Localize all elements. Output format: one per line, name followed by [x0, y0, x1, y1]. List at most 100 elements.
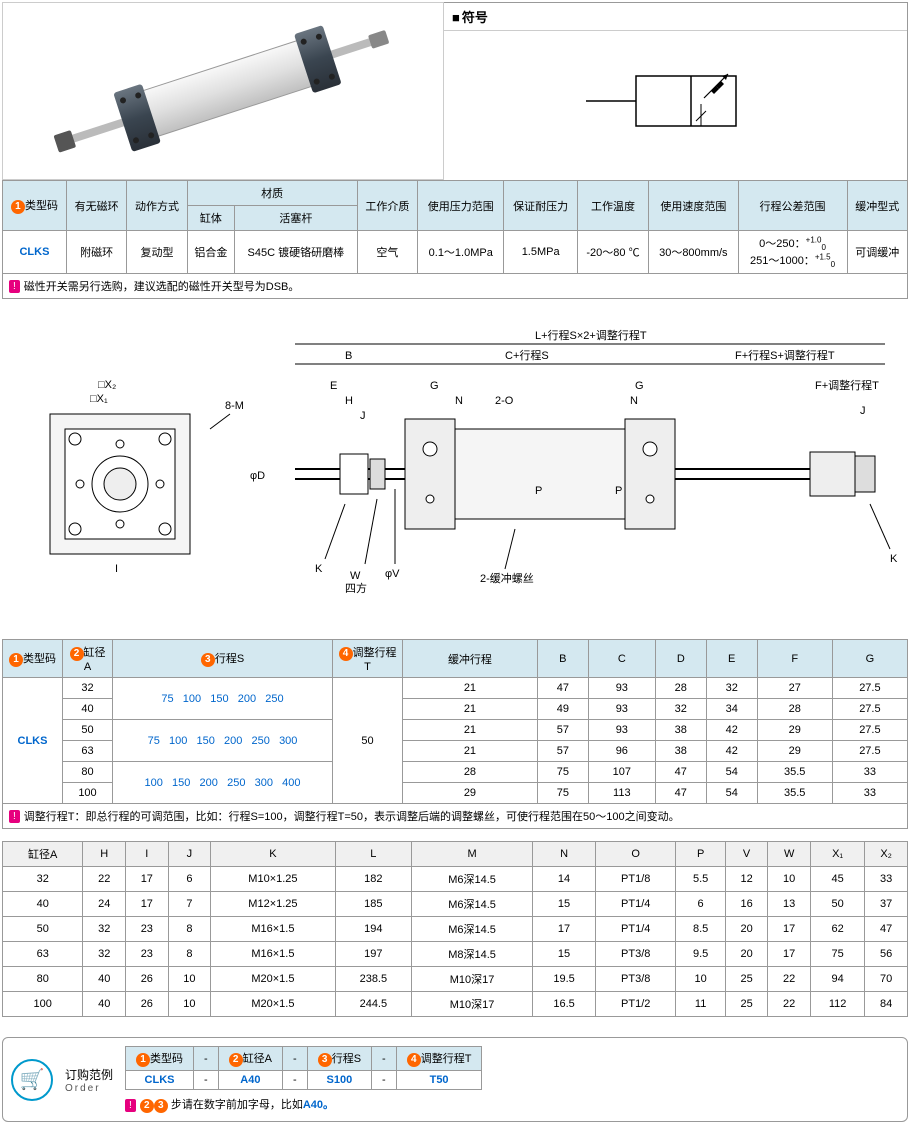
svg-text:L+行程S×2+调整行程T: L+行程S×2+调整行程T	[535, 328, 647, 342]
dt2-cell: 94	[810, 967, 864, 992]
dt2-cell: 37	[865, 892, 908, 917]
dt2-header: I	[126, 842, 169, 867]
dt2-cell: 24	[83, 892, 126, 917]
dt2-cell: 80	[3, 967, 83, 992]
dt1-stroke-cell: 100 150 200 250 300 400	[113, 762, 333, 804]
cell-pressure: 0.1～1.0MPa	[418, 231, 504, 274]
dt1-cell: 35.5	[757, 762, 832, 783]
dt2-cell: 50	[810, 892, 864, 917]
svg-text:E: E	[330, 380, 337, 392]
dt2-header: X₁	[810, 842, 864, 867]
dt1-cell: 107	[588, 762, 655, 783]
product-image-area	[2, 2, 444, 180]
dt2-cell: 16.5	[533, 992, 596, 1017]
dt1-cs: 缓冲行程	[403, 640, 538, 678]
th-tol: 行程公差范围	[738, 181, 847, 231]
dt2-cell: 14	[533, 867, 596, 892]
dt1-cell: 33	[832, 783, 907, 804]
dash: -	[194, 1047, 219, 1071]
dt1-type: 类型码	[23, 653, 56, 665]
note-1: ! 磁性开关需另行选购，建议选配的磁性开关型号为DSB。	[2, 274, 908, 299]
dt2-cell: 194	[335, 917, 411, 942]
svg-text:C+行程S: C+行程S	[505, 349, 549, 362]
dt1-cell: 32	[706, 678, 757, 699]
dimension-table-1: 1类型码 2缸径A 3行程S 4调整行程T 缓冲行程 B C D E F G C…	[2, 639, 908, 804]
dt2-cell: 20	[725, 917, 768, 942]
dt2-cell: M10深17	[412, 967, 533, 992]
dt2-cell: PT3/8	[595, 967, 675, 992]
svg-text:H: H	[345, 395, 353, 407]
svg-text:K: K	[890, 553, 898, 565]
dt2-cell: PT1/4	[595, 917, 675, 942]
oh-2: 行程S	[332, 1053, 361, 1065]
dt2-cell: M12×1.25	[211, 892, 335, 917]
cart-icon: 🛒	[11, 1059, 53, 1101]
dt2-cell: 238.5	[335, 967, 411, 992]
svg-text:四方: 四方	[345, 581, 367, 595]
dt2-cell: 11	[676, 992, 725, 1017]
dt1-cell: 21	[403, 741, 538, 762]
svg-text:□X₁: □X₁	[90, 393, 108, 405]
dt2-cell: 23	[126, 917, 169, 942]
dt1-cell: 54	[706, 762, 757, 783]
dt2-header: W	[768, 842, 811, 867]
dt1-cell: 38	[655, 720, 706, 741]
dt2-cell: M16×1.5	[211, 942, 335, 967]
dt1-adj-cell: 50	[333, 678, 403, 804]
dt2-cell: 40	[83, 967, 126, 992]
dt2-cell: M10深17	[412, 992, 533, 1017]
dt1-bore-cell: 40	[63, 699, 113, 720]
note1-text: 磁性开关需另行选购，建议选配的磁性开关型号为DSB。	[24, 278, 300, 294]
dt1-cell: 21	[403, 678, 538, 699]
svg-text:G: G	[430, 380, 439, 392]
dt2-cell: 12	[725, 867, 768, 892]
dt2-header: J	[168, 842, 211, 867]
cell-magnet: 附磁环	[66, 231, 126, 274]
oh-3: 调整行程T	[421, 1053, 472, 1065]
spec-table: 1类型码 有无磁环 动作方式 材质 工作介质 使用压力范围 保证耐压力 工作温度…	[2, 180, 908, 274]
dt1-cell: 47	[655, 762, 706, 783]
oh-0: 类型码	[150, 1053, 183, 1065]
dt2-cell: 5.5	[676, 867, 725, 892]
dt2-cell: 7	[168, 892, 211, 917]
dt1-cell: 29	[403, 783, 538, 804]
dt1-cell: 32	[655, 699, 706, 720]
order-label: 订购范例	[65, 1066, 113, 1083]
dt1-bore-cell: 50	[63, 720, 113, 741]
dt2-cell: 19.5	[533, 967, 596, 992]
dt1-cell: 49	[537, 699, 588, 720]
dt2-cell: 10	[676, 967, 725, 992]
dt2-cell: 23	[126, 942, 169, 967]
dt2-cell: 56	[865, 942, 908, 967]
dt1-bore-cell: 80	[63, 762, 113, 783]
dt2-cell: PT3/8	[595, 942, 675, 967]
type-code-link[interactable]: CLKS	[19, 246, 49, 258]
th-rod: 活塞杆	[235, 206, 358, 231]
dt2-header: 缸径A	[3, 842, 83, 867]
dt2-cell: 22	[768, 992, 811, 1017]
dt2-cell: M10×1.25	[211, 867, 335, 892]
dt2-cell: 70	[865, 967, 908, 992]
note-2: ! 调整行程T：即总行程的可调范围，比如：行程S=100，调整行程T=50，表示…	[2, 804, 908, 829]
note-icon-2: !	[9, 810, 20, 823]
dt1-stroke: 行程S	[215, 653, 244, 665]
th-body: 缸体	[187, 206, 234, 231]
dt2-cell: 20	[725, 942, 768, 967]
dt2-cell: 16	[725, 892, 768, 917]
cell-rod: S45C 镀硬铬研磨棒	[235, 231, 358, 274]
dt1-cell: 21	[403, 720, 538, 741]
dt2-cell: 8.5	[676, 917, 725, 942]
order-note: !23 步请在数字前加字母，比如A40。	[125, 1096, 482, 1113]
dt2-cell: 25	[725, 992, 768, 1017]
th-cushion: 缓冲型式	[847, 181, 907, 231]
th-action: 动作方式	[127, 181, 187, 231]
dt1-cell: 54	[706, 783, 757, 804]
dt1-cell: 28	[403, 762, 538, 783]
dt2-cell: M6深14.5	[412, 867, 533, 892]
cell-tolerance: 0～250：+1.00 251～1000：+1.50	[738, 231, 847, 274]
svg-text:I: I	[115, 563, 118, 575]
th-medium: 工作介质	[357, 181, 417, 231]
dt2-cell: 185	[335, 892, 411, 917]
dt1-cell: 33	[832, 762, 907, 783]
dt2-cell: 182	[335, 867, 411, 892]
